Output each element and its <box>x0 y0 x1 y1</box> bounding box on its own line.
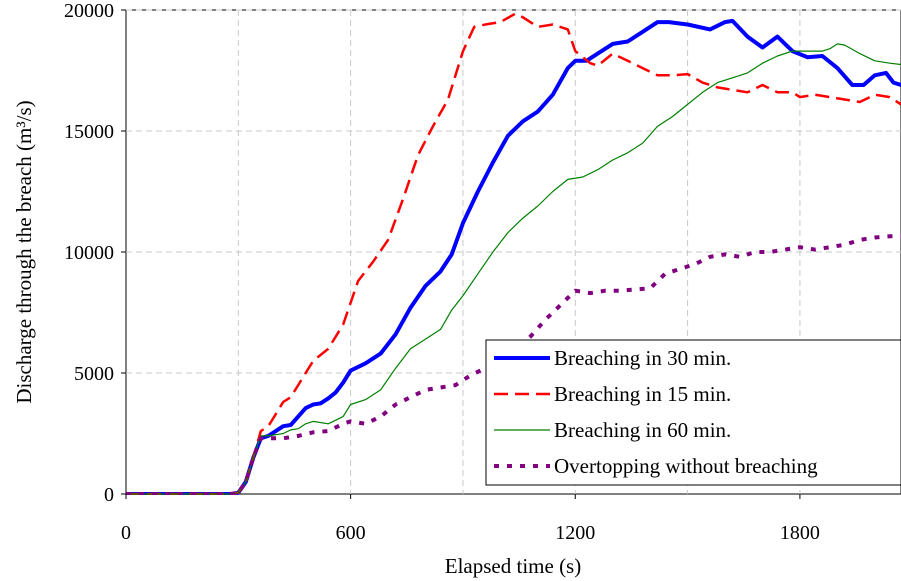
series-line-breaching-in-60-min <box>126 43 901 495</box>
y-tick-label: 20000 <box>64 0 114 22</box>
series-line-breaching-in-15-min <box>126 12 901 495</box>
series-layer <box>126 12 901 495</box>
legend-box <box>485 339 901 486</box>
legend-label-overtopping-without-breaching: Overtopping without breaching <box>554 454 818 478</box>
y-axis-label: Discharge through the breach (m³/s) <box>12 100 36 403</box>
x-tick-label: 600 <box>336 522 366 544</box>
legend: Breaching in 30 min. Breaching in 15 min.… <box>485 339 901 486</box>
legend-label-breaching-in-60-min: Breaching in 60 min. <box>554 418 731 442</box>
x-axis-label: Elapsed time (s) <box>445 554 581 578</box>
x-tick-label: 0 <box>121 522 131 544</box>
legend-label-breaching-in-15-min: Breaching in 15 min. <box>554 382 731 406</box>
series-line-breaching-in-30-min <box>126 18 901 495</box>
y-tick-label: 15000 <box>64 121 114 143</box>
y-tick-label: 10000 <box>64 242 114 264</box>
x-tick-label: 1200 <box>555 522 595 544</box>
x-tick-label: 1800 <box>780 522 820 544</box>
y-tick-label: 0 <box>104 484 114 506</box>
legend-label-breaching-in-30-min: Breaching in 30 min. <box>554 346 731 370</box>
tick-layer: 0 600 1200 1800 0 5000 10000 15000 20000 <box>64 0 820 544</box>
series-line-overtopping-without-breaching <box>126 234 901 495</box>
y-tick-label: 5000 <box>74 363 114 385</box>
